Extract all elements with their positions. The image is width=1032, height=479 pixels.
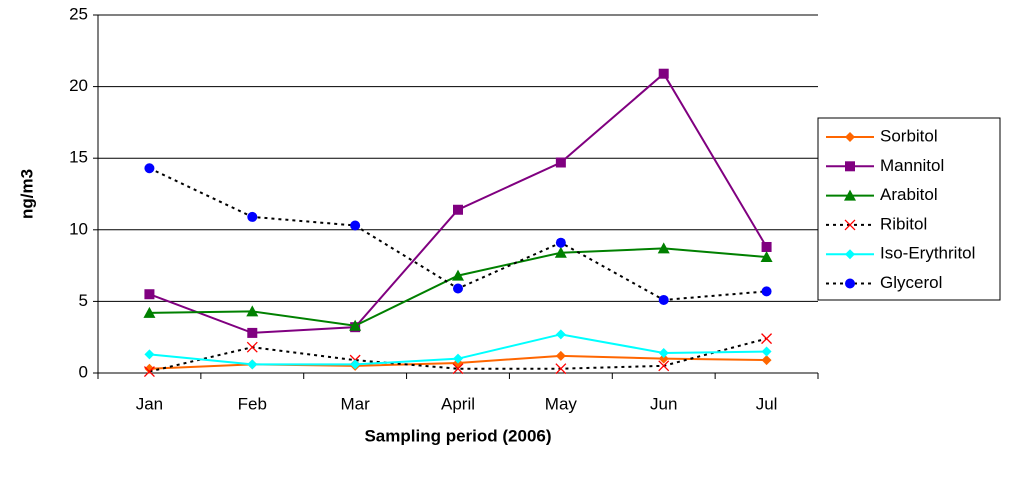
legend-marker [844, 219, 856, 231]
y-tick-label: 20 [69, 76, 88, 95]
marker [350, 359, 361, 370]
legend-label: Arabitol [880, 185, 938, 204]
marker [555, 329, 566, 340]
marker [246, 341, 258, 353]
marker [761, 286, 772, 297]
marker [761, 333, 773, 345]
legend-marker [845, 249, 855, 260]
marker [761, 355, 772, 366]
y-axis-title: ng/m3 [17, 169, 36, 219]
marker [658, 294, 669, 305]
marker [658, 360, 670, 372]
marker [246, 305, 259, 317]
legend-marker [845, 161, 855, 172]
x-tick-label: May [545, 394, 578, 413]
y-tick-label: 0 [79, 362, 88, 381]
marker [658, 347, 669, 358]
marker [761, 346, 772, 357]
marker [657, 242, 670, 254]
marker [144, 349, 155, 360]
legend-marker [844, 189, 856, 201]
legend-label: Sorbitol [880, 126, 938, 145]
marker [761, 241, 772, 252]
marker [452, 363, 464, 375]
marker [453, 204, 463, 215]
marker [658, 353, 669, 364]
y-tick-label: 15 [69, 148, 88, 167]
marker [658, 68, 669, 79]
x-axis-title: Sampling period (2006) [364, 426, 551, 445]
legend-label: Iso-Erythritol [880, 244, 975, 263]
marker [349, 319, 362, 331]
x-tick-label: Feb [238, 394, 267, 413]
marker [555, 157, 566, 168]
marker [452, 269, 464, 281]
marker [554, 246, 567, 258]
legend-marker [845, 132, 855, 142]
marker [144, 163, 155, 174]
legend-label: Mannitol [880, 156, 944, 175]
marker [144, 289, 155, 300]
marker [247, 327, 258, 338]
marker [555, 237, 566, 248]
legend-label: Ribitol [880, 214, 927, 233]
y-tick-label: 25 [69, 4, 88, 23]
legend-box [817, 117, 1001, 301]
marker [453, 283, 463, 294]
marker [760, 251, 773, 263]
legend-marker [845, 278, 855, 289]
x-tick-label: Jul [756, 394, 778, 413]
x-tick-label: Jan [136, 394, 163, 413]
marker [143, 306, 156, 318]
series-line [149, 72, 768, 334]
marker [555, 350, 566, 361]
marker [247, 211, 258, 222]
marker [555, 363, 567, 375]
x-tick-label: April [441, 394, 475, 413]
marker [453, 353, 463, 364]
y-tick-label: 5 [79, 291, 88, 310]
marker [350, 220, 361, 231]
x-tick-label: Jun [650, 394, 677, 413]
marker [143, 366, 155, 378]
legend-label: Glycerol [880, 273, 942, 292]
marker [247, 359, 258, 370]
y-tick-label: 10 [69, 219, 88, 238]
x-tick-label: Mar [341, 394, 371, 413]
